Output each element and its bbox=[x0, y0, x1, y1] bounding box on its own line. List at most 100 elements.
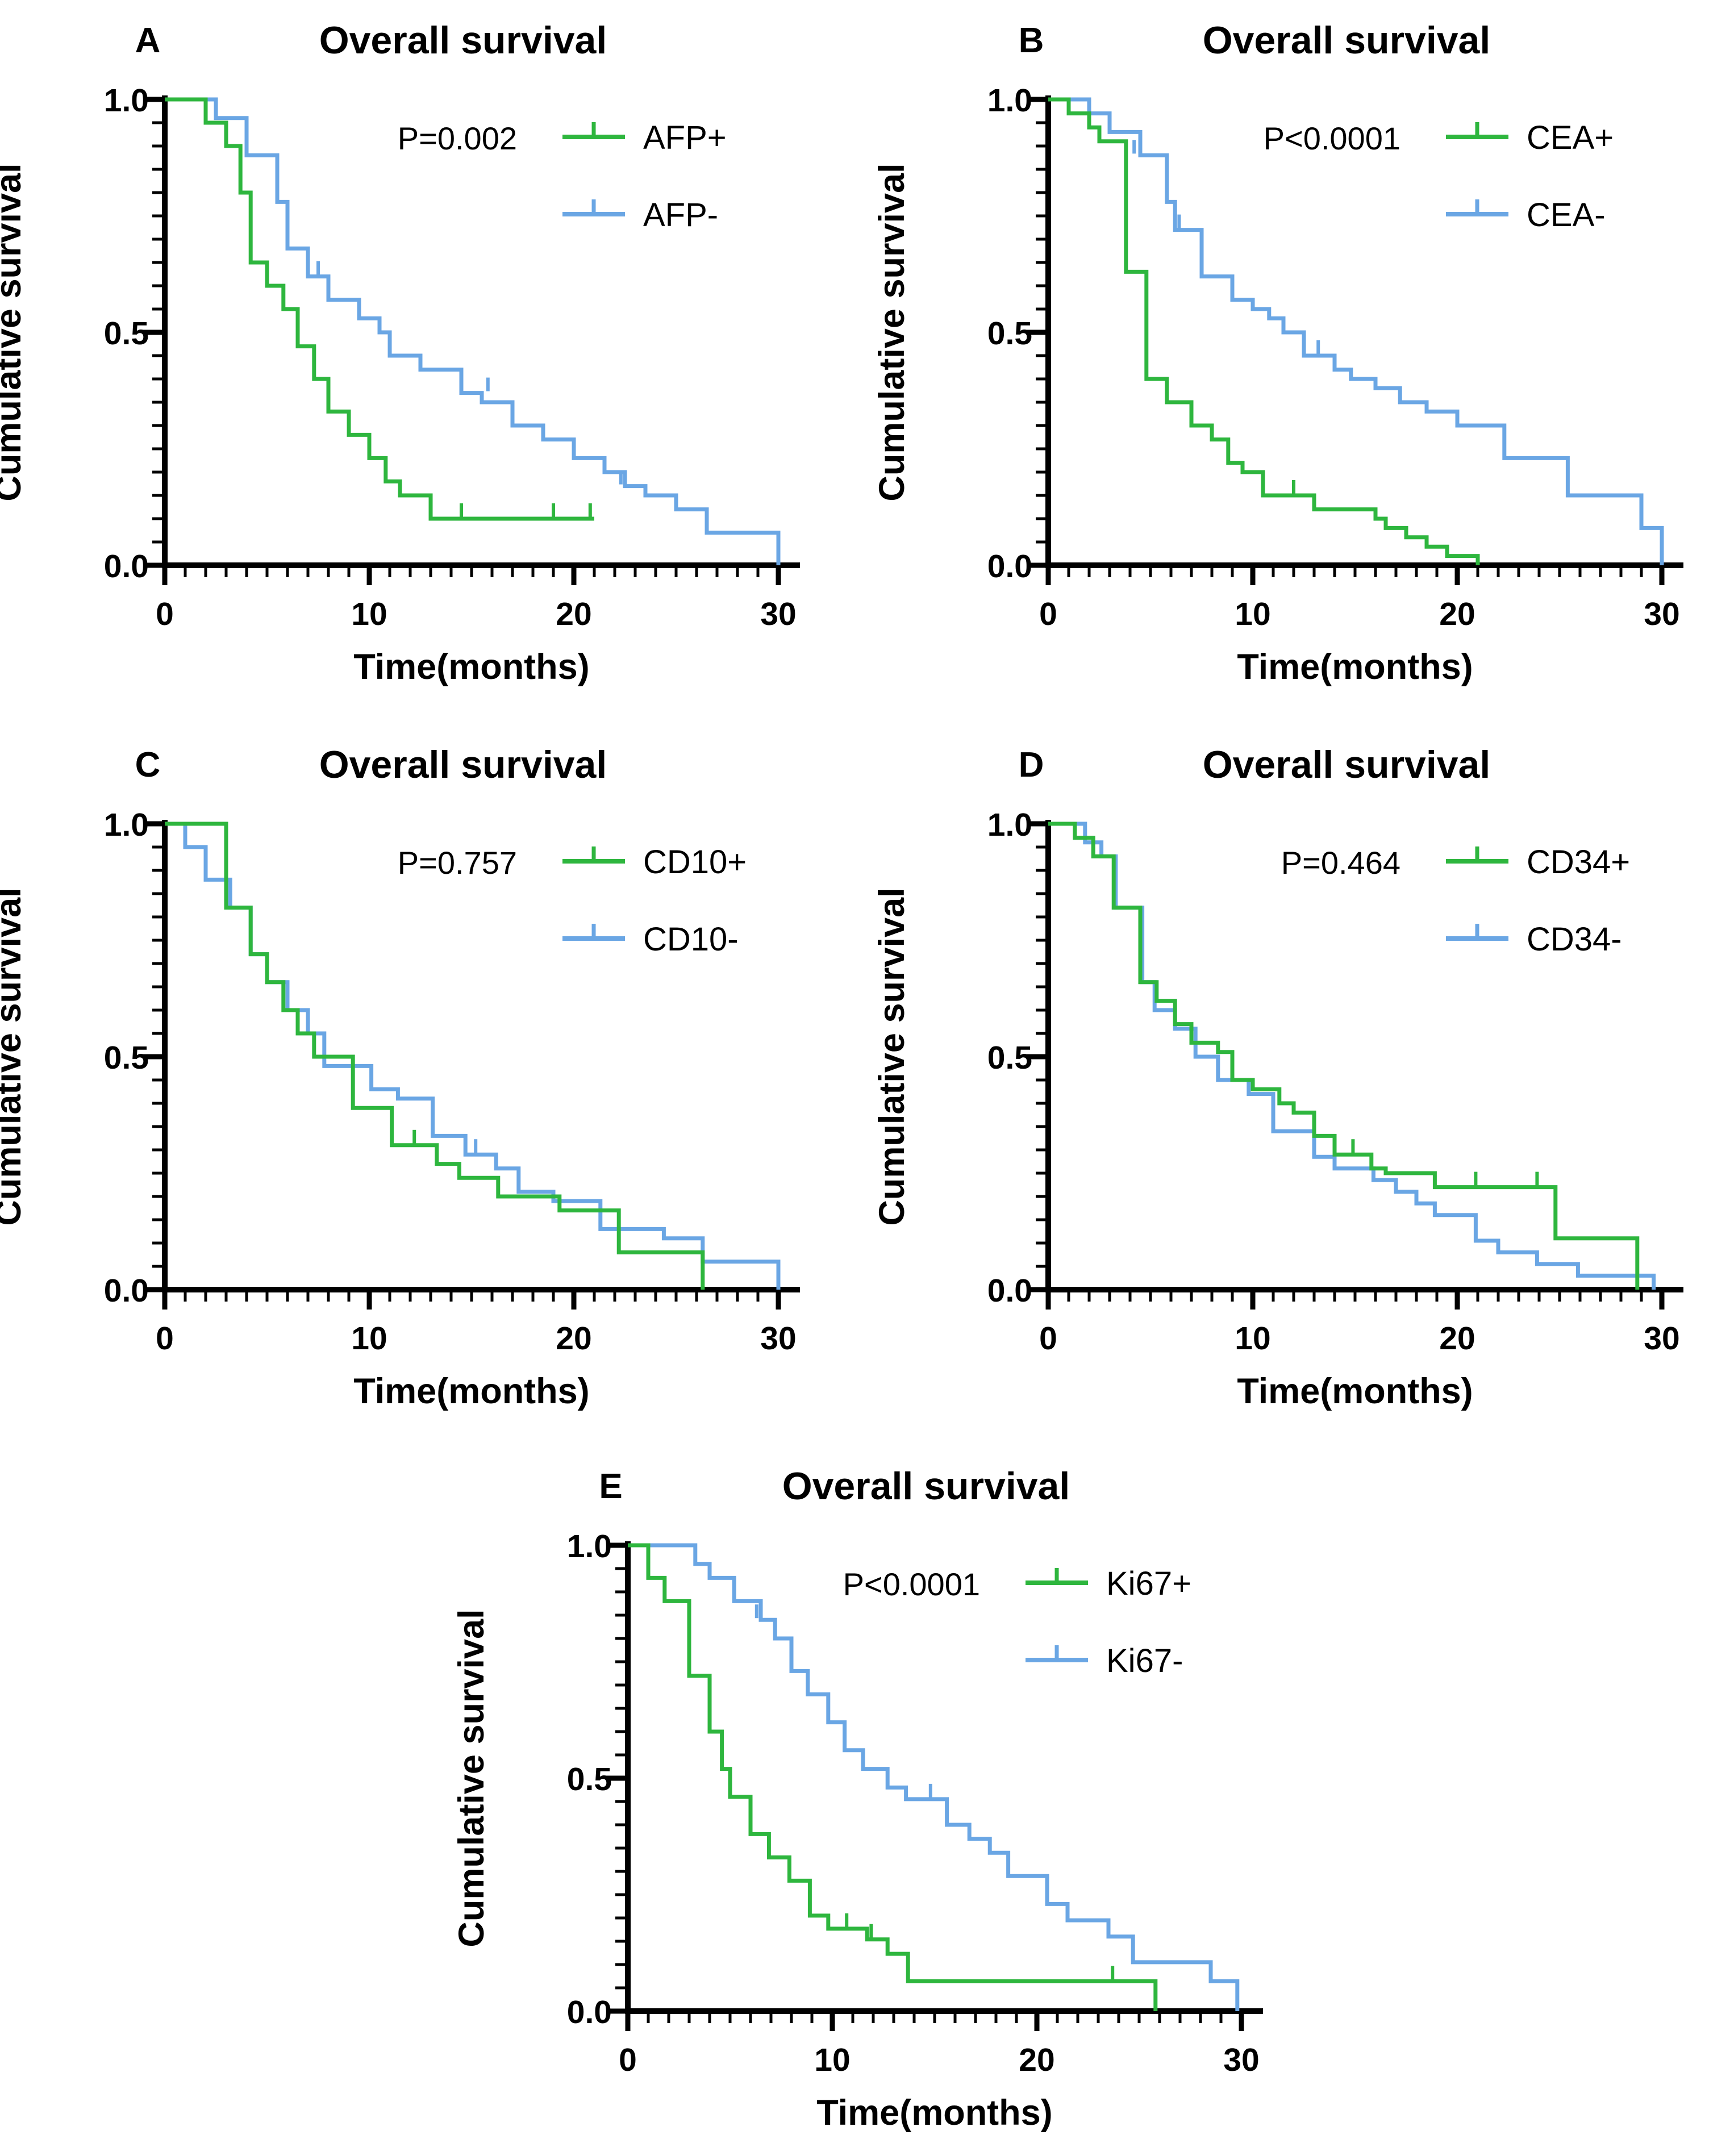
x-axis-title: Time(months) bbox=[353, 647, 589, 687]
y-axis-title: Cumulative survival bbox=[0, 163, 28, 501]
p-value-label: P=0.757 bbox=[398, 845, 517, 881]
legend: CD34+ CD34- bbox=[1446, 844, 1630, 958]
survival-curve-CEA- bbox=[1048, 97, 1664, 565]
x-axis-title: Time(months) bbox=[816, 2093, 1052, 2133]
legend-label-positive: CD34+ bbox=[1527, 844, 1630, 881]
y-axis-tick-label-1.0: 1.0 bbox=[987, 82, 1032, 119]
legend-label-negative: CD10- bbox=[643, 921, 739, 958]
y-axis-tick-label-0.5: 0.5 bbox=[104, 1040, 149, 1076]
panel-letter: E bbox=[599, 1467, 622, 1506]
y-axis-tick-label-1.0: 1.0 bbox=[567, 1528, 612, 1565]
panel-title: Overall survival bbox=[319, 743, 607, 786]
legend-label-positive: CD10+ bbox=[643, 844, 747, 881]
y-axis-tick-label-1.0: 1.0 bbox=[104, 82, 149, 119]
survival-panel-B: B Overall survival P<0.0001 CEA+ CEA- 1.… bbox=[861, 6, 1709, 710]
panel-letter: A bbox=[135, 21, 161, 60]
survival-curve-CD34- bbox=[1048, 821, 1656, 1290]
survival-panel-A: A Overall survival P=0.002 AFP+ AFP- 1.0… bbox=[0, 6, 830, 710]
survival-plot: E Overall survival P<0.0001 Ki67+ Ki67- … bbox=[452, 1465, 1263, 2133]
axes-and-curves bbox=[143, 820, 800, 1310]
legend-label-negative: AFP- bbox=[643, 197, 718, 233]
y-axis-tick-label-1.0: 1.0 bbox=[987, 807, 1032, 843]
panel-letter: D bbox=[1019, 745, 1044, 785]
y-axis-tick-label-0.0: 0.0 bbox=[567, 1994, 612, 2030]
p-value-label: P<0.0001 bbox=[843, 1566, 980, 1602]
survival-plot: C Overall survival P=0.757 CD10+ CD10- 1… bbox=[0, 743, 800, 1411]
legend-label-positive: AFP+ bbox=[643, 119, 727, 156]
y-axis-tick-label-0.0: 0.0 bbox=[104, 548, 149, 585]
x-axis-tick-label-20: 20 bbox=[556, 1320, 591, 1357]
survival-curve-CD34+ bbox=[1048, 821, 1640, 1290]
legend: AFP+ AFP- bbox=[562, 119, 727, 233]
legend-label-negative: Ki67- bbox=[1106, 1642, 1183, 1679]
x-axis-tick-label-30: 30 bbox=[1644, 596, 1679, 632]
survival-curve-CEA+ bbox=[1048, 97, 1480, 565]
y-axis-tick-label-0.5: 0.5 bbox=[987, 1040, 1032, 1076]
panel-title: Overall survival bbox=[1203, 743, 1491, 786]
survival-panel-E: E Overall survival P<0.0001 Ki67+ Ki67- … bbox=[440, 1452, 1293, 2156]
x-axis-tick-label-20: 20 bbox=[1019, 2042, 1054, 2078]
panel-title: Overall survival bbox=[319, 19, 607, 62]
p-value-label: P<0.0001 bbox=[1264, 120, 1400, 156]
y-axis-title: Cumulative survival bbox=[0, 887, 28, 1225]
p-value-label: P=0.002 bbox=[398, 120, 517, 156]
survival-plot: B Overall survival P<0.0001 CEA+ CEA- 1.… bbox=[872, 19, 1683, 687]
x-axis-tick-label-20: 20 bbox=[556, 596, 591, 632]
x-axis-tick-label-30: 30 bbox=[760, 596, 796, 632]
x-axis-tick-label-0: 0 bbox=[619, 2042, 637, 2078]
x-axis-tick-label-20: 20 bbox=[1439, 596, 1475, 632]
x-axis-tick-label-0: 0 bbox=[1039, 596, 1057, 632]
axes-and-curves bbox=[143, 95, 800, 585]
panel-letter: B bbox=[1019, 21, 1044, 60]
p-value-label: P=0.464 bbox=[1281, 845, 1400, 881]
survival-figure: A Overall survival P=0.002 AFP+ AFP- 1.0… bbox=[0, 6, 1709, 2133]
y-axis-tick-label-0.5: 0.5 bbox=[104, 315, 149, 352]
y-axis-tick-label-0.0: 0.0 bbox=[987, 1273, 1032, 1309]
x-axis-title: Time(months) bbox=[1237, 1371, 1473, 1411]
legend: CEA+ CEA- bbox=[1446, 119, 1614, 233]
legend-label-positive: CEA+ bbox=[1527, 119, 1614, 156]
survival-curve-CD10- bbox=[165, 821, 781, 1290]
y-axis-title: Cumulative survival bbox=[872, 163, 912, 501]
panel-title: Overall survival bbox=[782, 1465, 1070, 1508]
survival-plot: A Overall survival P=0.002 AFP+ AFP- 1.0… bbox=[0, 19, 800, 687]
x-axis-title: Time(months) bbox=[1237, 647, 1473, 687]
axes-and-curves bbox=[1027, 95, 1683, 585]
axes-and-curves bbox=[606, 1541, 1263, 2031]
x-axis-tick-label-30: 30 bbox=[760, 1320, 796, 1357]
y-axis-tick-label-0.0: 0.0 bbox=[104, 1273, 149, 1309]
y-axis-tick-label-1.0: 1.0 bbox=[104, 807, 149, 843]
panel-title: Overall survival bbox=[1203, 19, 1491, 62]
legend: Ki67+ Ki67- bbox=[1026, 1565, 1191, 1679]
y-axis-tick-label-0.5: 0.5 bbox=[567, 1761, 612, 1798]
legend-label-negative: CEA- bbox=[1527, 197, 1606, 233]
x-axis-tick-label-20: 20 bbox=[1439, 1320, 1475, 1357]
survival-curve-CD10+ bbox=[165, 821, 705, 1290]
survival-curve-AFP- bbox=[165, 97, 781, 565]
y-axis-title: Cumulative survival bbox=[872, 887, 912, 1225]
survival-curve-Ki67+ bbox=[628, 1543, 1158, 2011]
survival-panel-C: C Overall survival P=0.757 CD10+ CD10- 1… bbox=[0, 730, 830, 1434]
x-axis-tick-label-10: 10 bbox=[351, 596, 387, 632]
legend: CD10+ CD10- bbox=[562, 844, 747, 958]
x-axis-tick-label-10: 10 bbox=[814, 2042, 850, 2078]
axes-and-curves bbox=[1027, 820, 1683, 1310]
x-axis-tick-label-0: 0 bbox=[1039, 1320, 1057, 1357]
y-axis-tick-label-0.5: 0.5 bbox=[987, 315, 1032, 352]
x-axis-tick-label-0: 0 bbox=[156, 1320, 174, 1357]
x-axis-tick-label-10: 10 bbox=[351, 1320, 387, 1357]
x-axis-title: Time(months) bbox=[353, 1371, 589, 1411]
x-axis-tick-label-0: 0 bbox=[156, 596, 174, 632]
x-axis-tick-label-10: 10 bbox=[1235, 596, 1270, 632]
x-axis-tick-label-10: 10 bbox=[1235, 1320, 1270, 1357]
y-axis-tick-label-0.0: 0.0 bbox=[987, 548, 1032, 585]
x-axis-tick-label-30: 30 bbox=[1223, 2042, 1259, 2078]
survival-curve-Ki67- bbox=[628, 1543, 1240, 2011]
legend-label-negative: CD34- bbox=[1527, 921, 1622, 958]
panel-letter: C bbox=[135, 745, 161, 785]
x-axis-tick-label-30: 30 bbox=[1644, 1320, 1679, 1357]
survival-panel-D: D Overall survival P=0.464 CD34+ CD34- 1… bbox=[861, 730, 1709, 1434]
survival-curve-AFP+ bbox=[165, 97, 594, 521]
legend-label-positive: Ki67+ bbox=[1106, 1565, 1191, 1602]
y-axis-title: Cumulative survival bbox=[452, 1609, 491, 1947]
